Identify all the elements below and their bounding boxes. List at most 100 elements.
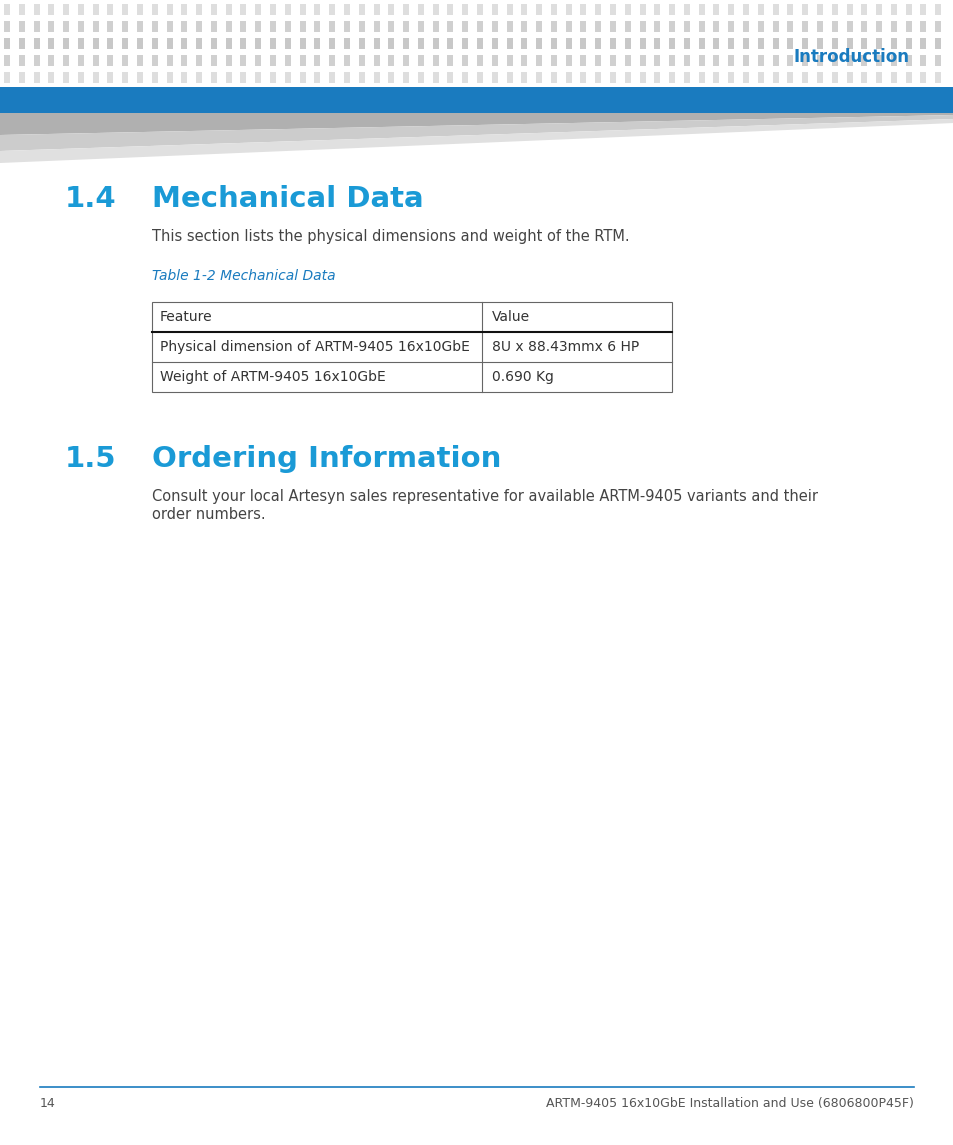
Bar <box>875 3 882 15</box>
Bar <box>668 55 675 66</box>
Text: Table 1-2 Mechanical Data: Table 1-2 Mechanical Data <box>152 269 335 283</box>
Bar <box>92 55 98 66</box>
Bar <box>565 72 571 82</box>
Bar <box>654 72 659 82</box>
Bar <box>240 21 246 32</box>
Bar <box>299 21 305 32</box>
Bar <box>181 38 187 49</box>
Bar <box>668 3 675 15</box>
Bar <box>757 38 763 49</box>
Bar <box>861 38 866 49</box>
Bar <box>890 55 896 66</box>
Bar <box>801 72 807 82</box>
Bar <box>211 38 216 49</box>
Bar <box>904 3 911 15</box>
Bar <box>624 3 630 15</box>
Bar <box>403 21 409 32</box>
Bar <box>698 72 704 82</box>
Bar <box>152 72 157 82</box>
Bar <box>506 72 512 82</box>
Bar <box>314 55 320 66</box>
Bar <box>19 72 25 82</box>
Bar <box>255 55 261 66</box>
Bar <box>890 3 896 15</box>
Bar <box>108 55 113 66</box>
Polygon shape <box>0 113 953 135</box>
Bar <box>299 3 305 15</box>
Bar <box>727 72 734 82</box>
Text: This section lists the physical dimensions and weight of the RTM.: This section lists the physical dimensio… <box>152 229 629 244</box>
Text: Consult your local Artesyn sales representative for available ARTM-9405 variants: Consult your local Artesyn sales represe… <box>152 489 817 504</box>
Bar <box>211 72 216 82</box>
Bar <box>536 55 541 66</box>
Bar <box>63 72 69 82</box>
Polygon shape <box>0 119 953 163</box>
Bar <box>831 38 837 49</box>
Bar <box>240 72 246 82</box>
Bar <box>181 72 187 82</box>
Text: Feature: Feature <box>160 310 213 324</box>
Bar <box>167 3 172 15</box>
Bar <box>683 3 689 15</box>
Bar <box>78 72 84 82</box>
Bar <box>506 3 512 15</box>
Bar <box>786 55 793 66</box>
Bar <box>33 38 39 49</box>
Bar <box>49 3 54 15</box>
Bar <box>462 21 468 32</box>
Bar <box>152 302 671 392</box>
Bar <box>476 55 482 66</box>
Bar <box>801 38 807 49</box>
Bar <box>786 3 793 15</box>
Bar <box>727 21 734 32</box>
Text: ARTM-9405 16x10GbE Installation and Use (6806800P45F): ARTM-9405 16x10GbE Installation and Use … <box>545 1097 913 1110</box>
Bar <box>4 72 10 82</box>
Bar <box>920 38 925 49</box>
Bar <box>299 38 305 49</box>
Bar <box>624 72 630 82</box>
Bar <box>476 38 482 49</box>
Bar <box>816 72 822 82</box>
Bar <box>255 21 261 32</box>
Bar <box>181 21 187 32</box>
Bar <box>654 21 659 32</box>
Bar <box>742 21 748 32</box>
Bar <box>934 3 941 15</box>
Bar <box>0 87 953 113</box>
Bar <box>786 21 793 32</box>
Bar <box>240 38 246 49</box>
Bar <box>388 72 394 82</box>
Bar <box>934 38 941 49</box>
Bar <box>4 21 10 32</box>
Bar <box>4 38 10 49</box>
Bar <box>226 38 232 49</box>
Bar <box>654 3 659 15</box>
Bar <box>491 3 497 15</box>
Bar <box>727 38 734 49</box>
Bar <box>772 38 778 49</box>
Text: Ordering Information: Ordering Information <box>152 445 501 473</box>
Text: order numbers.: order numbers. <box>152 507 265 522</box>
Bar <box>358 21 364 32</box>
Bar <box>668 38 675 49</box>
Bar <box>816 55 822 66</box>
Bar <box>565 55 571 66</box>
Bar <box>609 72 616 82</box>
Bar <box>285 3 291 15</box>
Bar <box>137 21 143 32</box>
Bar <box>861 21 866 32</box>
Bar <box>226 3 232 15</box>
Bar <box>786 38 793 49</box>
Bar <box>904 21 911 32</box>
Bar <box>344 72 350 82</box>
Bar <box>934 21 941 32</box>
Bar <box>196 55 202 66</box>
Bar <box>122 55 128 66</box>
Bar <box>920 21 925 32</box>
Bar <box>19 38 25 49</box>
Bar <box>92 21 98 32</box>
Bar <box>417 3 423 15</box>
Bar <box>92 38 98 49</box>
Bar <box>713 55 719 66</box>
Bar <box>920 3 925 15</box>
